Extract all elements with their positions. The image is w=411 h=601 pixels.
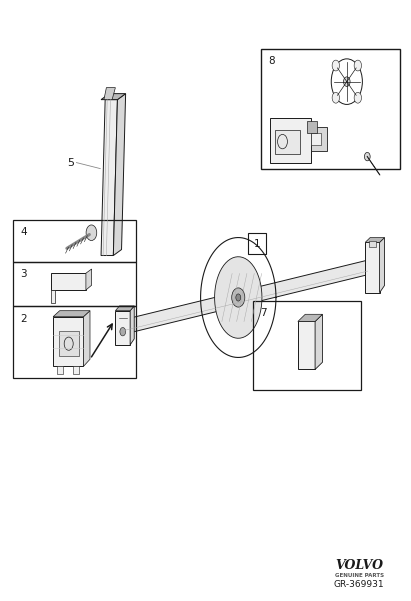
Circle shape (344, 77, 350, 87)
Circle shape (365, 153, 370, 161)
Bar (307, 121, 317, 133)
Bar (261, 49, 400, 169)
Polygon shape (51, 290, 55, 303)
Polygon shape (365, 242, 380, 293)
Bar (248, 233, 266, 254)
Bar (13, 261, 136, 307)
Polygon shape (73, 367, 79, 374)
Polygon shape (380, 237, 385, 293)
Text: 2: 2 (21, 314, 27, 324)
Polygon shape (101, 94, 126, 100)
Bar (13, 219, 136, 261)
Polygon shape (298, 314, 323, 322)
Circle shape (236, 294, 241, 301)
Circle shape (332, 60, 339, 71)
Polygon shape (121, 260, 368, 335)
Bar (253, 300, 361, 391)
Bar (311, 133, 321, 145)
Polygon shape (365, 237, 385, 242)
Polygon shape (86, 269, 92, 290)
Text: 7: 7 (260, 308, 267, 318)
Circle shape (86, 225, 97, 240)
Circle shape (354, 93, 362, 103)
Text: 5: 5 (67, 157, 74, 168)
Polygon shape (53, 317, 83, 367)
Bar (270, 118, 311, 163)
Polygon shape (53, 311, 90, 317)
Bar (369, 240, 376, 246)
Circle shape (120, 328, 126, 336)
Polygon shape (215, 257, 262, 338)
Polygon shape (83, 311, 90, 367)
Polygon shape (115, 306, 134, 311)
Polygon shape (51, 273, 86, 290)
Bar (59, 331, 79, 356)
Text: 8: 8 (268, 56, 275, 66)
Polygon shape (104, 88, 115, 100)
Text: 1: 1 (254, 239, 260, 249)
Polygon shape (315, 314, 323, 370)
Polygon shape (115, 311, 130, 345)
Circle shape (354, 60, 362, 71)
Polygon shape (57, 367, 63, 374)
Circle shape (332, 93, 339, 103)
Bar (13, 307, 136, 379)
Text: GENUINE PARTS: GENUINE PARTS (335, 573, 383, 578)
Text: VOLVO: VOLVO (335, 559, 383, 572)
Polygon shape (101, 100, 118, 255)
Bar (311, 127, 327, 151)
Polygon shape (298, 322, 315, 370)
Text: GR-369931: GR-369931 (334, 580, 384, 589)
Bar (275, 130, 300, 154)
Circle shape (232, 288, 245, 307)
Text: 4: 4 (21, 227, 27, 237)
Polygon shape (130, 306, 134, 345)
Polygon shape (113, 94, 126, 255)
Text: 3: 3 (21, 269, 27, 279)
